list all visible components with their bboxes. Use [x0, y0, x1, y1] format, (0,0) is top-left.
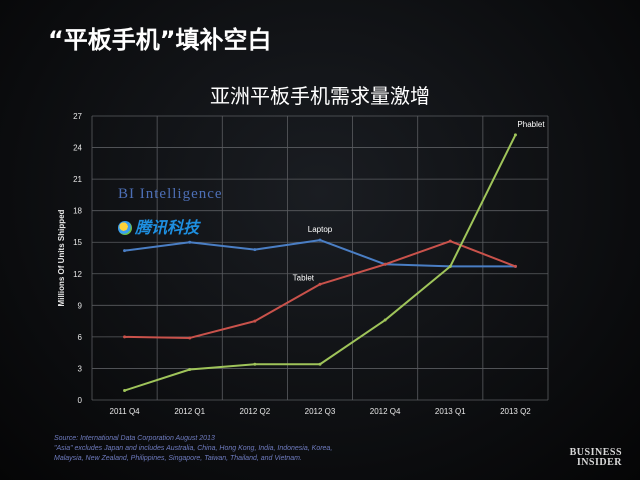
y-tick-label: 24 — [73, 144, 82, 153]
series-label-laptop: Laptop — [308, 225, 333, 234]
data-point-tablet — [383, 262, 387, 266]
business-insider-logo: BUSINESS INSIDER — [570, 448, 622, 468]
x-tick-label: 2013 Q2 — [500, 407, 531, 416]
bi-intelligence-watermark: BI Intelligence — [118, 186, 223, 202]
y-tick-label: 9 — [78, 301, 83, 310]
y-axis-label: Millions Of Units Shipped — [57, 209, 66, 306]
data-point-phablet — [253, 362, 257, 366]
tencent-watermark: 腾讯科技 — [118, 214, 199, 238]
series-line-phablet — [124, 134, 517, 392]
logo-line-2: INSIDER — [576, 457, 622, 468]
y-tick-label: 12 — [73, 270, 82, 279]
y-tick-label: 18 — [73, 207, 82, 216]
source-line-1: Source: International Data Corporation A… — [54, 435, 215, 442]
x-tick-label: 2012 Q1 — [174, 407, 205, 416]
data-point-tablet — [123, 335, 127, 339]
y-tick-label: 27 — [73, 112, 82, 121]
data-point-tablet — [513, 264, 517, 268]
source-line-2: "Asia" excludes Japan and includes Austr… — [54, 445, 333, 452]
logo-line-1: BUSINESS — [569, 447, 622, 458]
tencent-logo-icon — [118, 221, 132, 235]
y-tick-label: 15 — [73, 238, 82, 247]
data-point-phablet — [188, 367, 192, 371]
x-tick-label: 2011 Q4 — [110, 407, 141, 416]
data-point-laptop — [253, 248, 257, 252]
data-point-laptop — [188, 240, 192, 244]
source-note: Source: International Data Corporation A… — [54, 434, 332, 464]
data-point-phablet — [448, 264, 452, 268]
data-point-phablet — [513, 133, 517, 137]
data-point-tablet — [253, 319, 257, 323]
data-point-laptop — [123, 249, 127, 253]
y-tick-label: 6 — [78, 333, 83, 342]
y-tick-label: 21 — [73, 175, 82, 184]
x-tick-label: 2012 Q2 — [240, 407, 271, 416]
series-line-tablet — [124, 240, 516, 339]
data-point-phablet — [123, 389, 127, 393]
tencent-watermark-text: 腾讯科技 — [135, 218, 200, 237]
y-tick-label: 0 — [78, 396, 83, 405]
data-point-laptop — [318, 238, 322, 242]
x-tick-label: 2012 Q3 — [305, 407, 336, 416]
source-line-3: Malaysia, New Zealand, Philippines, Sing… — [54, 455, 302, 462]
data-point-phablet — [318, 362, 322, 366]
x-tick-label: 2012 Q4 — [370, 407, 401, 416]
chart-title: 亚洲平板手机需求量激增 — [210, 84, 430, 108]
data-point-phablet — [383, 318, 387, 322]
series-label-tablet: Tablet — [293, 273, 315, 282]
slide-title: “平板手机”填补空白 — [48, 26, 272, 54]
data-point-tablet — [188, 336, 192, 340]
data-point-tablet — [318, 282, 322, 286]
series-label-phablet: Phablet — [517, 120, 545, 129]
y-tick-label: 3 — [78, 364, 83, 373]
data-point-tablet — [448, 239, 452, 243]
x-tick-label: 2013 Q1 — [435, 407, 466, 416]
